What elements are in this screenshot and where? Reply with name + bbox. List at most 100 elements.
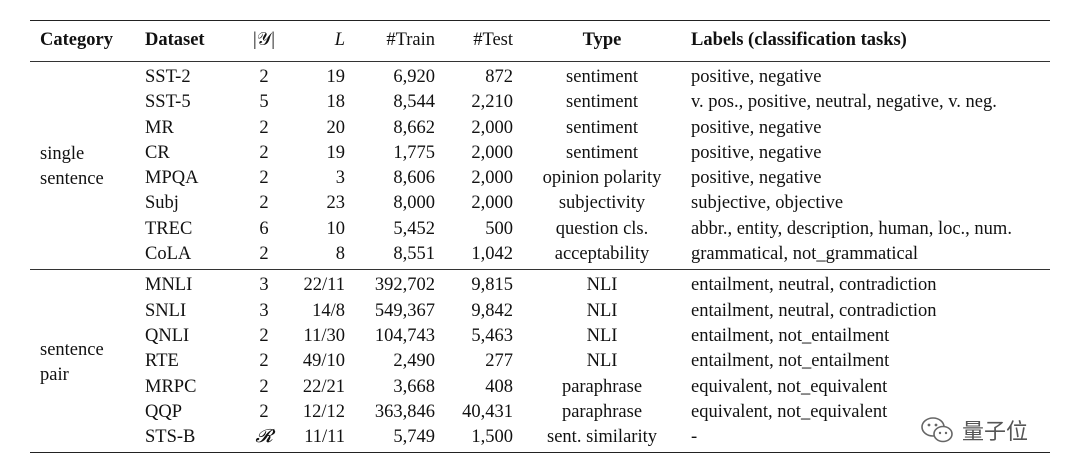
dataset-table-container: Category Dataset |𝒴| L #Train #Test Type… — [30, 20, 1050, 454]
header-row: Category Dataset |𝒴| L #Train #Test Type… — [30, 21, 1050, 62]
category-label: single — [40, 143, 85, 164]
wechat-icon — [921, 417, 953, 443]
top-rule — [30, 20, 1050, 21]
dataset-cell: CoLA — [145, 244, 192, 265]
labels-cell: positive, negative — [691, 142, 822, 163]
train-cell: 8,551 — [393, 244, 435, 265]
train-cell: 8,662 — [393, 117, 435, 138]
dataset-cell: MPQA — [145, 168, 199, 189]
table-row: QNLI 2 11/30 104,743 5,463 NLI entailmen… — [30, 324, 1050, 349]
table-row: MR 2 20 8,662 2,000 sentiment positive, … — [30, 116, 1050, 141]
num-labels-cell: 2 — [259, 376, 269, 397]
labels-cell: entailment, not_entailment — [691, 325, 890, 346]
length-cell: 19 — [326, 67, 346, 87]
test-cell: 408 — [485, 376, 513, 397]
train-cell: 392,702 — [374, 275, 435, 296]
table-row: MRPC 2 22/21 3,668 408 paraphrase equiva… — [30, 375, 1050, 400]
train-cell: 1,775 — [393, 142, 435, 163]
group-single-sentence: single sentence SST-2 2 19 6,920 872 sen… — [30, 62, 1050, 270]
labels-cell: equivalent, not_equivalent — [691, 376, 888, 397]
category-label: sentence — [40, 339, 104, 360]
dataset-cell: TREC — [145, 218, 193, 239]
num-labels-cell: 2 — [259, 351, 269, 372]
watermark-text: 量子位 — [962, 420, 1029, 445]
type-cell: NLI — [586, 325, 618, 346]
labels-cell: abbr., entity, description, human, loc.,… — [691, 218, 1012, 239]
test-cell: 2,000 — [471, 193, 513, 214]
num-labels-cell: 5 — [259, 92, 269, 113]
length-cell: 22/21 — [302, 376, 345, 397]
type-cell: NLI — [586, 300, 618, 321]
labels-cell: entailment, neutral, contradiction — [691, 275, 937, 296]
table-row: CR 2 19 1,775 2,000 sentiment positive, … — [30, 141, 1050, 166]
num-labels-cell: 2 — [259, 142, 269, 163]
type-cell: sentiment — [566, 92, 638, 113]
bottom-rule — [30, 452, 1050, 454]
labels-cell: entailment, not_entailment — [691, 351, 890, 372]
type-cell: NLI — [586, 351, 618, 372]
header-category: Category — [40, 30, 113, 51]
dataset-cell: CR — [145, 142, 170, 163]
dataset-cell: MNLI — [145, 275, 193, 296]
type-cell: NLI — [586, 275, 618, 296]
num-labels-cell: 2 — [259, 401, 269, 422]
dataset-table: Category Dataset |𝒴| L #Train #Test Type… — [30, 21, 1050, 452]
labels-cell: grammatical, not_grammatical — [691, 244, 919, 265]
type-cell: acceptability — [554, 244, 650, 265]
dataset-cell: QQP — [145, 401, 183, 422]
test-cell: 1,042 — [471, 244, 513, 265]
category-cell: single sentence — [30, 62, 145, 270]
category-cell: sentence pair — [30, 270, 145, 452]
dataset-cell: STS-B — [145, 427, 196, 448]
test-cell: 5,463 — [471, 325, 513, 346]
category-label: sentence — [40, 169, 104, 190]
watermark: 量子位 — [920, 414, 1028, 446]
labels-cell: equivalent, not_equivalent — [691, 401, 888, 422]
type-cell: sentiment — [566, 67, 638, 87]
dataset-cell: RTE — [145, 351, 179, 372]
train-cell: 5,452 — [393, 218, 435, 239]
num-labels-cell: 𝓡 — [255, 427, 273, 448]
test-cell: 872 — [485, 67, 513, 87]
table-row: STS-B 𝓡 11/11 5,749 1,500 sent. similari… — [30, 425, 1050, 452]
num-labels-cell: 2 — [259, 325, 269, 346]
train-cell: 104,743 — [374, 325, 435, 346]
table-row: TREC 6 10 5,452 500 question cls. abbr.,… — [30, 217, 1050, 242]
train-cell: 8,544 — [393, 92, 435, 113]
num-labels-cell: 2 — [259, 168, 269, 189]
length-cell: 3 — [335, 168, 345, 189]
length-cell: 23 — [326, 193, 346, 214]
test-cell: 2,210 — [471, 92, 513, 113]
length-cell: 11/30 — [303, 325, 345, 346]
labels-cell: positive, negative — [691, 168, 822, 189]
header-test: #Test — [473, 30, 513, 51]
table-row: MPQA 2 3 8,606 2,000 opinion polarity po… — [30, 166, 1050, 191]
dataset-cell: MR — [145, 117, 174, 138]
length-cell: 22/11 — [303, 275, 345, 296]
type-cell: sent. similarity — [547, 427, 657, 448]
dataset-cell: SNLI — [145, 300, 187, 321]
header-train: #Train — [386, 30, 435, 51]
type-cell: sentiment — [566, 117, 638, 138]
labels-cell: subjective, objective — [691, 193, 844, 214]
num-labels-cell: 3 — [259, 300, 269, 321]
length-cell: 14/8 — [312, 300, 345, 321]
table-row: RTE 2 49/10 2,490 277 NLI entailment, no… — [30, 349, 1050, 374]
test-cell: 277 — [485, 351, 513, 372]
table-row: SST-5 5 18 8,544 2,210 sentiment v. pos.… — [30, 90, 1050, 115]
num-labels-cell: 6 — [259, 218, 269, 239]
train-cell: 2,490 — [393, 351, 435, 372]
num-labels-cell: 2 — [259, 244, 269, 265]
table-row: QQP 2 12/12 363,846 40,431 paraphrase eq… — [30, 400, 1050, 425]
test-cell: 1,500 — [471, 427, 513, 448]
labels-cell: positive, negative — [691, 117, 822, 138]
num-labels-cell: 2 — [259, 67, 269, 87]
group-sentence-pair: sentence pair MNLI 3 22/11 392,702 9,815… — [30, 270, 1050, 452]
dataset-cell: Subj — [145, 193, 179, 214]
test-cell: 2,000 — [471, 117, 513, 138]
train-cell: 8,000 — [393, 193, 435, 214]
num-labels-cell: 2 — [259, 193, 269, 214]
type-cell: paraphrase — [561, 376, 643, 397]
type-cell: sentiment — [566, 142, 638, 163]
num-labels-cell: 2 — [259, 117, 269, 138]
